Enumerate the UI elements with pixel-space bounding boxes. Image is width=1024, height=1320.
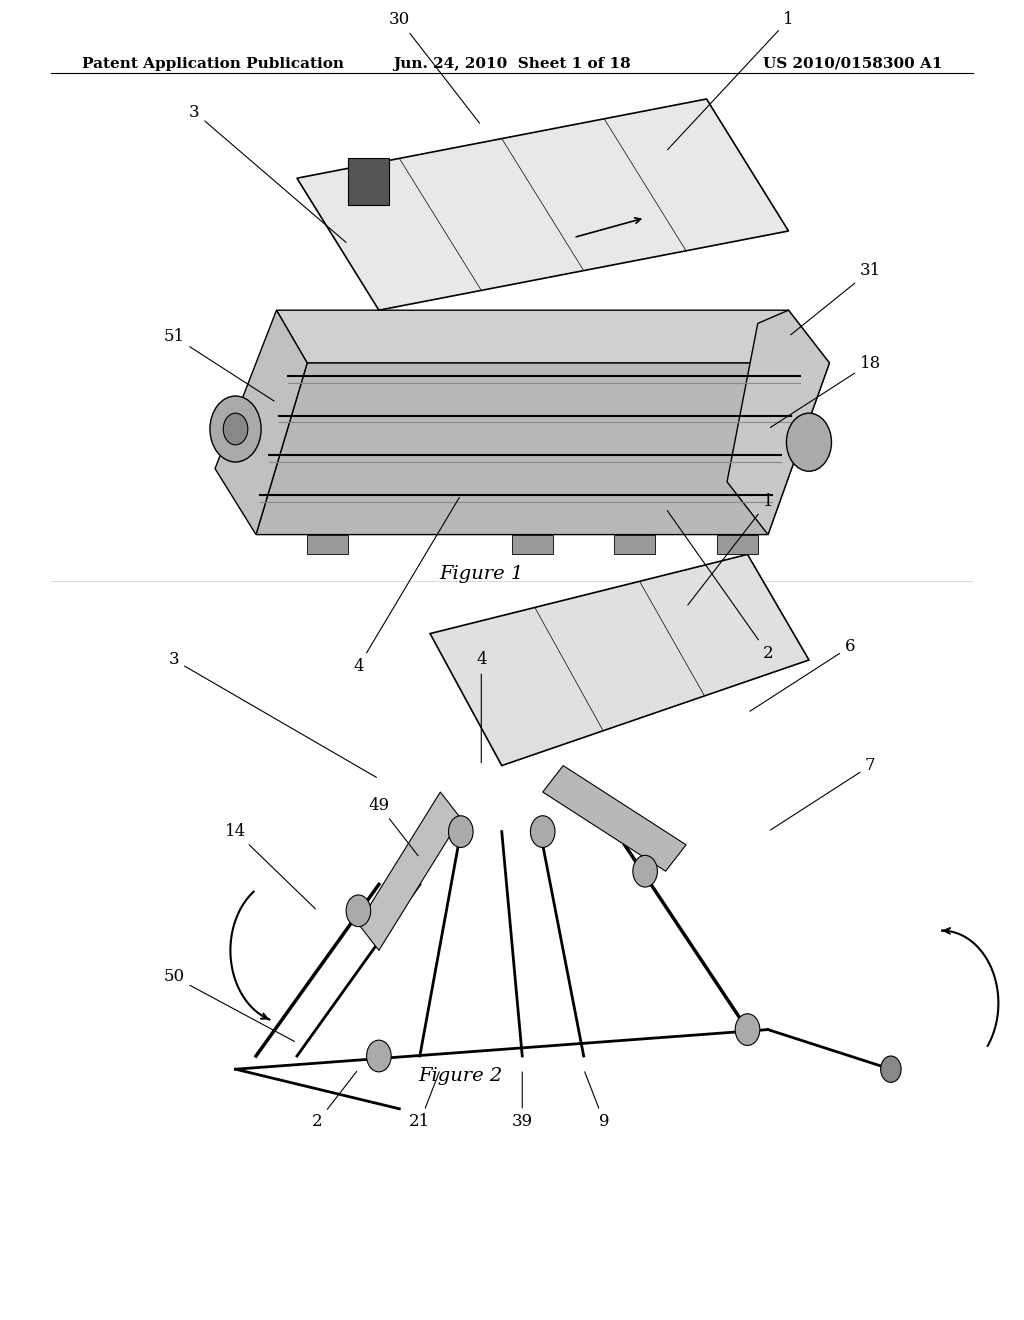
Bar (614, 535, 655, 554)
Bar (717, 535, 758, 554)
Polygon shape (215, 310, 307, 535)
Circle shape (633, 855, 657, 887)
Text: Figure 2: Figure 2 (419, 1067, 503, 1085)
Text: 4: 4 (476, 652, 486, 763)
Circle shape (367, 1040, 391, 1072)
Text: 49: 49 (369, 797, 418, 855)
Text: 1: 1 (688, 494, 773, 605)
Text: 1: 1 (668, 12, 794, 149)
Bar (348, 158, 389, 205)
Polygon shape (256, 363, 829, 535)
Circle shape (223, 413, 248, 445)
Text: 2: 2 (668, 511, 773, 661)
Polygon shape (358, 792, 461, 950)
Polygon shape (430, 554, 809, 766)
Circle shape (735, 1014, 760, 1045)
Polygon shape (543, 766, 686, 871)
Polygon shape (276, 310, 829, 363)
Polygon shape (727, 310, 829, 535)
Bar (307, 535, 348, 554)
Text: 50: 50 (164, 969, 295, 1041)
Text: US 2010/0158300 A1: US 2010/0158300 A1 (763, 57, 942, 71)
Text: Jun. 24, 2010  Sheet 1 of 18: Jun. 24, 2010 Sheet 1 of 18 (393, 57, 631, 71)
Text: 14: 14 (225, 824, 315, 909)
Circle shape (346, 895, 371, 927)
Text: 39: 39 (512, 1072, 532, 1130)
Circle shape (530, 816, 555, 847)
Polygon shape (297, 99, 788, 310)
Text: 3: 3 (169, 652, 377, 777)
Text: 18: 18 (770, 355, 881, 428)
Text: 30: 30 (389, 12, 479, 123)
Text: 7: 7 (770, 758, 876, 830)
Circle shape (449, 816, 473, 847)
Text: 6: 6 (750, 639, 855, 711)
Text: 31: 31 (791, 263, 881, 335)
Circle shape (210, 396, 261, 462)
Text: 51: 51 (164, 329, 274, 401)
Bar (512, 535, 553, 554)
Text: 9: 9 (585, 1072, 609, 1130)
Text: 21: 21 (410, 1072, 439, 1130)
Text: 4: 4 (353, 498, 460, 675)
Circle shape (881, 1056, 901, 1082)
Circle shape (786, 413, 831, 471)
Text: 3: 3 (189, 104, 346, 243)
Text: Patent Application Publication: Patent Application Publication (82, 57, 344, 71)
Text: Figure 1: Figure 1 (439, 565, 523, 583)
Text: 2: 2 (312, 1072, 356, 1130)
